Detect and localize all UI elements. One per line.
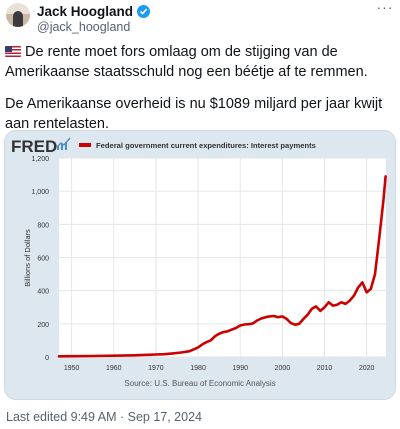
- last-edited-timestamp[interactable]: Last edited 9:49 AM · Sep 17, 2024: [6, 410, 202, 424]
- interest-payments-line: [57, 175, 387, 358]
- fred-chart: 0 200 400 600 800 1,000 1,200 1950 1960 1970 1980…: [5, 131, 395, 399]
- y-tick-label: 0: [45, 355, 49, 362]
- tweet-text: De rente moet fors omlaag om de stijging…: [5, 42, 395, 134]
- avatar-silhouette: [13, 11, 23, 27]
- display-name[interactable]: Jack Hoogland: [37, 3, 134, 19]
- y-tick-label: 1,000: [31, 189, 49, 196]
- chart-image-card[interactable]: 0 200 400 600 800 1,000 1,200 1950 1960 1970 1980…: [4, 130, 396, 400]
- x-tick-label: 1990: [232, 365, 248, 372]
- x-tick-label: 1980: [190, 365, 206, 372]
- tweet-paragraph-2: De Amerikaanse overheid is nu $1089 milj…: [5, 96, 383, 132]
- x-tick-labels: 1950 1960 1970 1980 1990 2000 2010 2020: [64, 365, 375, 372]
- y-tick-label: 1,200: [31, 156, 49, 163]
- tweet-paragraph-1: De rente moet fors omlaag om de stijging…: [5, 42, 395, 82]
- x-tick-label: 2000: [275, 365, 291, 372]
- x-tick-label: 2010: [317, 365, 333, 372]
- more-options-button[interactable]: ···: [376, 0, 394, 15]
- tweet-paragraph-1-text: De rente moet fors omlaag om de stijging…: [5, 44, 368, 80]
- x-tick-label: 1950: [64, 365, 80, 372]
- name-row: Jack Hoogland: [37, 3, 151, 19]
- y-tick-label: 600: [37, 256, 49, 263]
- y-axis-label: Billions of Dollars: [23, 229, 32, 287]
- avatar[interactable]: [6, 3, 30, 27]
- y-tick-label: 400: [37, 289, 49, 296]
- y-tick-label: 800: [37, 222, 49, 229]
- tweet-header: Jack Hoogland @jack_hoogland ···: [0, 0, 400, 40]
- x-tick-label: 2020: [359, 365, 375, 372]
- us-flag-icon: [5, 46, 21, 57]
- verified-badge-icon: [137, 4, 151, 18]
- y-tick-label: 200: [37, 322, 49, 329]
- x-tick-label: 1960: [106, 365, 122, 372]
- fred-logo-graph-icon: [56, 137, 71, 150]
- fred-logo: FRED: [11, 137, 57, 156]
- x-tick-label: 1970: [148, 365, 164, 372]
- source-caption: Source: U.S. Bureau of Economic Analysis: [124, 379, 275, 388]
- user-handle[interactable]: @jack_hoogland: [37, 20, 131, 34]
- legend-swatch: [79, 143, 91, 147]
- y-tick-labels: 0 200 400 600 800 1,000 1,200: [31, 156, 49, 362]
- legend-label: Federal government current expenditures:…: [96, 141, 316, 150]
- gridlines: [59, 157, 386, 358]
